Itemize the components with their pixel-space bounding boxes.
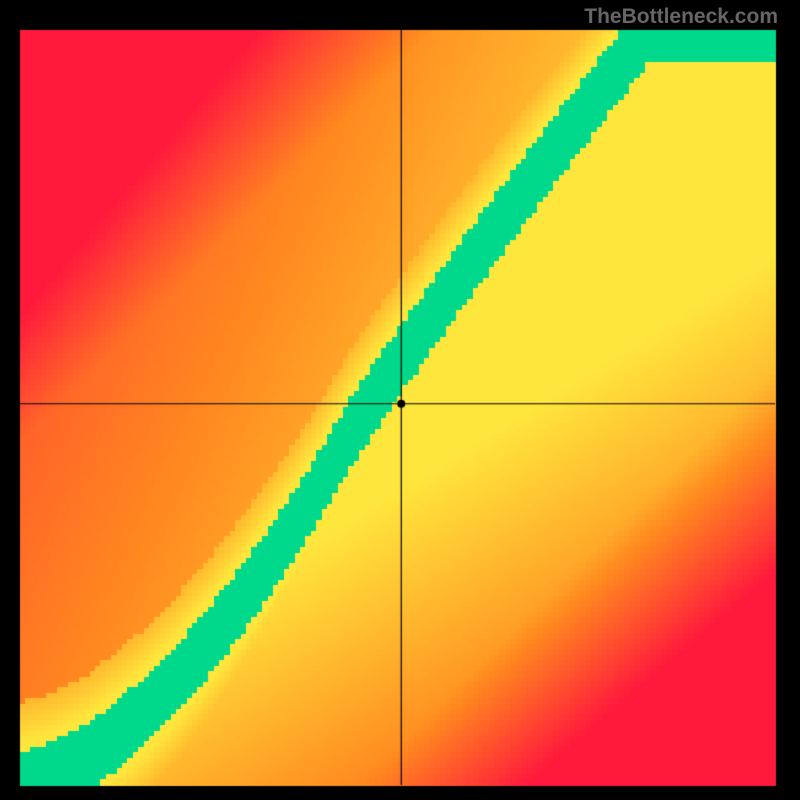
- watermark-text: TheBottleneck.com: [584, 5, 778, 29]
- bottleneck-heatmap: [0, 0, 800, 800]
- chart-container: { "canvas": { "width": 800, "height": 80…: [0, 0, 800, 800]
